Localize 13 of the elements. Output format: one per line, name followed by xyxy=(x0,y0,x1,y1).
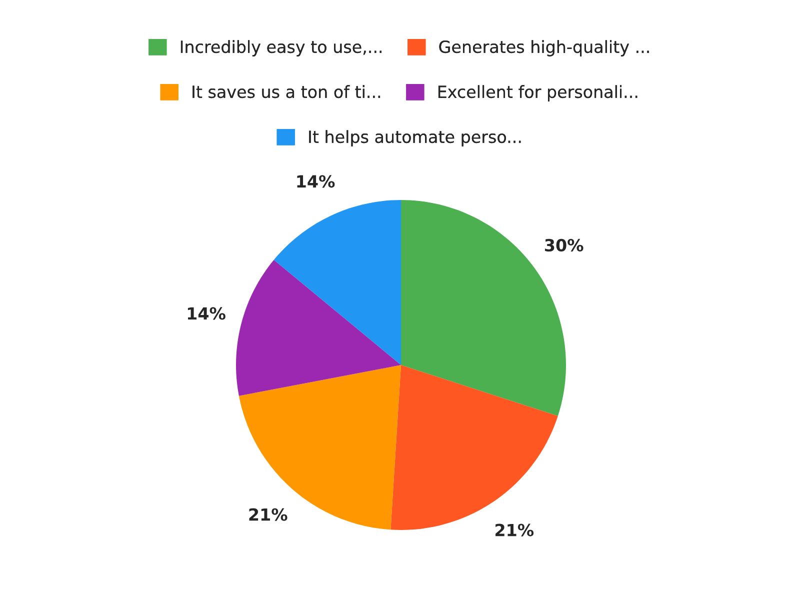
legend-label: Incredibly easy to use,... xyxy=(180,40,382,56)
data-label: 30% xyxy=(545,238,584,252)
pie-slice xyxy=(238,365,401,530)
legend-label: It saves us a ton of ti... xyxy=(192,85,380,98)
pie-slice xyxy=(236,260,401,396)
pie-slice xyxy=(274,200,401,365)
data-label: 14% xyxy=(188,307,226,320)
data-label: 21% xyxy=(249,508,288,521)
legend-label: It helps automate perso... xyxy=(309,130,521,146)
legend-label: Generates high-quality ... xyxy=(439,40,649,56)
data-label: 21% xyxy=(496,524,534,536)
data-label: 14% xyxy=(297,175,335,188)
legend-label: Excellent for personali... xyxy=(438,85,638,102)
